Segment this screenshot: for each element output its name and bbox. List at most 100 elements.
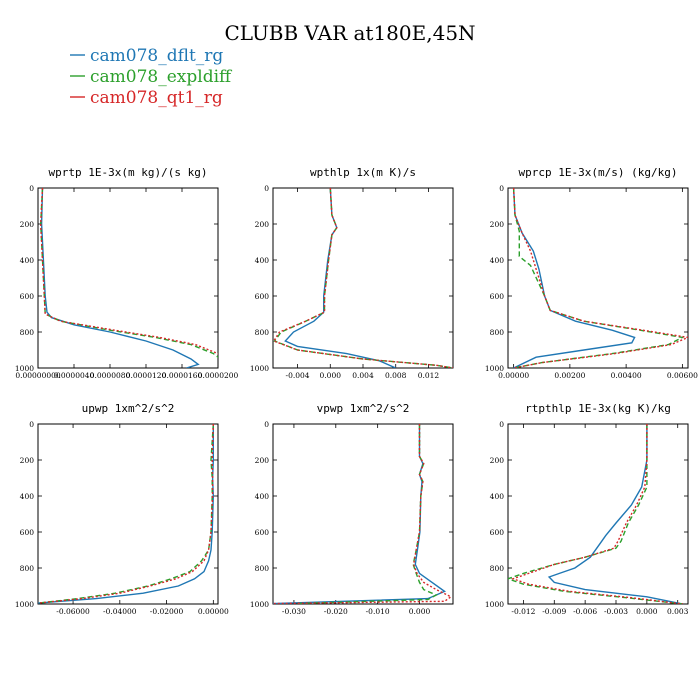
y-tick-label: 1000 <box>250 600 269 609</box>
x-tick-label: -0.06000 <box>56 607 90 616</box>
plot-frame <box>507 423 689 605</box>
y-tick-label: 400 <box>20 492 35 501</box>
chart-panel: vpwp 1xm^2/s^2 0 200 400 600 800 1000 -0.030 -0.… <box>250 402 454 616</box>
x-tick-label: -0.020 <box>324 607 348 616</box>
panel-title: wprcp 1E-3x(m/s) (kg/kg) <box>519 166 678 179</box>
chart-panel: wpthlp 1x(m K)/s 0 200 400 600 800 1000 -0.004 0… <box>250 166 454 380</box>
series-line <box>284 188 396 368</box>
x-tick-label: -0.004 <box>286 371 310 380</box>
x-tick-label: 0.0000080 <box>90 371 131 380</box>
y-tick-label: 600 <box>490 528 505 537</box>
panel-title: upwp 1xm^2/s^2 <box>82 402 175 415</box>
series-line <box>512 188 685 368</box>
y-tick-label: 1000 <box>15 600 34 609</box>
x-tick-label: 0.00000000 <box>15 371 61 380</box>
y-tick-label: 400 <box>490 492 505 501</box>
y-tick-label: 400 <box>20 256 35 265</box>
panel-title: vpwp 1xm^2/s^2 <box>317 402 410 415</box>
series-line <box>512 188 688 368</box>
plot-frame <box>37 187 219 369</box>
y-tick-label: 0 <box>499 184 504 193</box>
y-tick-label: 0 <box>264 420 269 429</box>
legend-entry: cam078_qt1_rg <box>70 88 223 108</box>
y-tick-label: 1000 <box>250 364 269 373</box>
series-line <box>39 188 218 368</box>
legend-entry: cam078_expldiff <box>70 67 233 87</box>
y-tick-label: 600 <box>20 292 35 301</box>
series-line <box>510 424 683 604</box>
y-tick-label: 600 <box>255 292 270 301</box>
y-tick-label: 800 <box>255 328 270 337</box>
y-tick-label: 200 <box>490 456 505 465</box>
y-tick-label: 0 <box>499 420 504 429</box>
y-tick-label: 800 <box>20 564 35 573</box>
y-tick-label: 200 <box>20 456 35 465</box>
x-tick-label: -0.009 <box>542 607 566 616</box>
x-tick-label: -0.030 <box>282 607 306 616</box>
series-line <box>38 424 214 604</box>
panels: wprtp 1E-3x(m kg)/(s kg) 0 200 400 600 800 100… <box>15 166 698 616</box>
y-tick-label: 400 <box>490 256 505 265</box>
x-tick-label: 0.00000 <box>498 371 529 380</box>
plot-frame <box>37 423 219 605</box>
x-tick-label: -0.010 <box>366 607 390 616</box>
series-line <box>273 188 453 368</box>
y-tick-label: 0 <box>29 420 34 429</box>
y-tick-label: 0 <box>264 184 269 193</box>
legend-label: cam078_dflt_rg <box>90 46 223 66</box>
series-line <box>39 188 218 355</box>
x-tick-label: -0.04000 <box>103 607 137 616</box>
x-tick-label: 0.0000160 <box>162 371 203 380</box>
series-line <box>273 424 453 604</box>
x-tick-label: 0.000 <box>636 607 658 616</box>
legend-label: cam078_expldiff <box>90 67 233 87</box>
y-tick-label: 600 <box>255 528 270 537</box>
x-tick-label: 0.000 <box>409 607 431 616</box>
plot-frame <box>507 187 689 369</box>
chart-panel: wprcp 1E-3x(m/s) (kg/kg) 0 200 400 600 800 100… <box>485 166 698 380</box>
x-tick-label: 0.00200 <box>554 371 585 380</box>
x-tick-label: -0.006 <box>573 607 597 616</box>
x-tick-label: -0.012 <box>511 607 535 616</box>
x-tick-label: 0.004 <box>352 371 374 380</box>
x-tick-label: 0.0000040 <box>54 371 95 380</box>
plot-frame <box>272 187 454 369</box>
panel-title: wprtp 1E-3x(m kg)/(s kg) <box>49 166 208 179</box>
y-tick-label: 800 <box>490 328 505 337</box>
series-line <box>547 424 684 604</box>
y-tick-label: 0 <box>29 184 34 193</box>
x-tick-label: 0.003 <box>667 607 689 616</box>
legend: cam078_dflt_rg cam078_expldiff cam078_qt… <box>70 46 233 108</box>
x-tick-label: 0.0000120 <box>126 371 167 380</box>
y-tick-label: 200 <box>255 220 270 229</box>
y-tick-label: 1000 <box>485 364 504 373</box>
x-tick-label: -0.003 <box>604 607 628 616</box>
y-tick-label: 200 <box>20 220 35 229</box>
x-tick-label: 0.00600 <box>667 371 698 380</box>
y-tick-label: 600 <box>20 528 35 537</box>
series-line <box>38 424 214 604</box>
chart-panel: wprtp 1E-3x(m kg)/(s kg) 0 200 400 600 800 100… <box>15 166 239 380</box>
y-tick-label: 800 <box>20 328 35 337</box>
y-tick-label: 800 <box>490 564 505 573</box>
figure-title: CLUBB VAR at180E,45N <box>224 21 475 45</box>
legend-label: cam078_qt1_rg <box>90 88 223 108</box>
series-line <box>40 188 200 368</box>
chart-panel: rtpthlp 1E-3x(kg K)/kg02004006008001000-… <box>485 402 689 616</box>
x-tick-label: 0.00000 <box>198 607 229 616</box>
legend-entry: cam078_dflt_rg <box>70 46 223 66</box>
y-tick-label: 200 <box>490 220 505 229</box>
series-line <box>508 424 683 604</box>
panel-title: rtpthlp 1E-3x(kg K)/kg <box>525 402 671 415</box>
x-tick-label: 0.000 <box>320 371 342 380</box>
chart-panel: upwp 1xm^2/s^2 0 200 400 600 800 1000 -0.06000 -… <box>15 402 229 616</box>
y-tick-label: 400 <box>255 492 270 501</box>
series-line <box>512 188 636 368</box>
y-tick-label: 1000 <box>15 364 34 373</box>
x-tick-label: 0.0000200 <box>198 371 239 380</box>
panel-title: wpthlp 1x(m K)/s <box>310 166 416 179</box>
x-tick-label: 0.00400 <box>611 371 642 380</box>
x-tick-label: -0.02000 <box>150 607 184 616</box>
series-line <box>273 188 453 368</box>
